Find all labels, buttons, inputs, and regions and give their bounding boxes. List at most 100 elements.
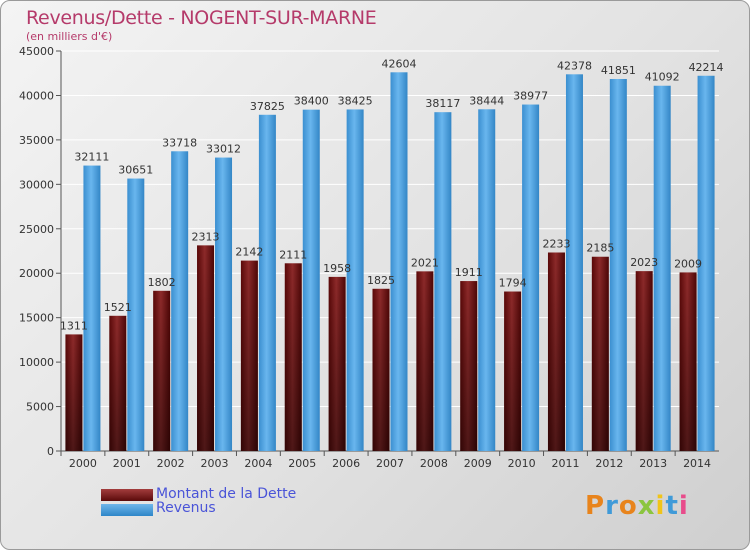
bar-revenus [302, 109, 320, 452]
data-label-dette: 2313 [192, 230, 220, 243]
data-labels: 32111 1311 30651 1521 33718 1802 33012 2313 3782… [60, 57, 724, 332]
bar-dette-shade [372, 288, 390, 451]
data-label-dette: 1825 [367, 274, 395, 287]
data-label-revenus: 37825 [250, 100, 285, 113]
chart-subtitle: (en milliers d'€) [26, 30, 113, 43]
axes: 0 5000 10000 15000 20000 25000 30000 35000 40000… [19, 45, 719, 470]
data-label-revenus: 38400 [294, 95, 329, 108]
bar-revenus [171, 151, 189, 452]
data-label-dette: 1911 [455, 266, 483, 279]
data-label-dette: 2111 [279, 248, 307, 261]
data-label-revenus: 42604 [382, 57, 417, 70]
logo-letter: r [605, 491, 619, 521]
data-label-dette: 1802 [148, 276, 176, 289]
y-tick-label: 25000 [19, 223, 54, 236]
y-tick-label: 5000 [26, 401, 54, 414]
bar-revenus [609, 78, 627, 451]
y-tick-label: 30000 [19, 178, 54, 191]
logo-letter: i [655, 491, 666, 521]
x-tick-label: 2006 [332, 457, 360, 470]
proxiti-logo: Proxiti [585, 491, 689, 521]
data-label-revenus: 42378 [557, 59, 592, 72]
logo-letter: x [637, 491, 656, 521]
legend-label-dette: Montant de la Dette [156, 486, 297, 502]
bar-dette-shade [65, 334, 83, 451]
bar-dette-shade [460, 281, 478, 451]
bar-dette-shade [591, 256, 609, 451]
bar-dette-shade [153, 290, 171, 451]
data-label-dette: 1521 [104, 301, 132, 314]
x-tick-label: 2002 [157, 457, 185, 470]
legend-label-revenus: Revenus [156, 500, 216, 516]
data-label-revenus: 38425 [338, 94, 373, 107]
data-label-dette: 1794 [499, 277, 527, 290]
bars [65, 72, 715, 452]
bar-dette-shade [109, 315, 127, 451]
bar-revenus [390, 72, 408, 451]
bar-dette-shade [547, 252, 565, 451]
x-tick-label: 2012 [595, 457, 623, 470]
data-label-revenus: 41851 [601, 64, 636, 77]
bar-dette-shade [635, 271, 653, 451]
y-tick-label: 45000 [19, 45, 54, 58]
bar-dette-shade [240, 260, 258, 451]
y-tick-label: 0 [47, 445, 54, 458]
bar-dette-shade [328, 276, 346, 451]
x-tick-label: 2007 [376, 457, 404, 470]
data-label-revenus: 32111 [74, 151, 109, 164]
data-label-revenus: 33718 [162, 136, 197, 149]
data-label-revenus: 38444 [469, 94, 504, 107]
bar-dette-shade [679, 272, 697, 451]
data-label-dette: 2233 [542, 237, 570, 250]
y-tick-label: 20000 [19, 267, 54, 280]
x-tick-label: 2014 [683, 457, 711, 470]
legend-swatch-revenus [101, 504, 153, 516]
bar-revenus [522, 104, 540, 451]
bar-revenus [697, 75, 715, 452]
logo-letter: P [585, 491, 606, 521]
bar-dette-shade [504, 291, 522, 451]
bar-revenus [127, 178, 145, 451]
x-tick-label: 2000 [69, 457, 97, 470]
data-label-dette: 2142 [235, 246, 263, 259]
bar-revenus [478, 109, 496, 451]
logo-letter: o [618, 491, 638, 521]
x-tick-label: 2003 [201, 457, 229, 470]
x-tick-label: 2004 [244, 457, 272, 470]
bar-revenus [653, 85, 671, 451]
bar-revenus [434, 112, 452, 451]
grid-lines [61, 50, 719, 452]
y-tick-label: 10000 [19, 356, 54, 369]
y-tick-label: 40000 [19, 89, 54, 102]
data-label-revenus: 30651 [118, 164, 153, 177]
x-tick-label: 2010 [508, 457, 536, 470]
chart-title: Revenus/Dette - NOGENT-SUR-MARNE [26, 7, 377, 29]
data-label-revenus: 38977 [513, 90, 548, 103]
x-tick-label: 2009 [464, 457, 492, 470]
x-tick-label: 2001 [113, 457, 141, 470]
data-label-revenus: 38117 [425, 97, 460, 110]
bar-revenus [346, 109, 364, 451]
x-tick-label: 2008 [420, 457, 448, 470]
data-label-dette: 2023 [630, 256, 658, 269]
data-label-dette: 2021 [411, 256, 439, 269]
logo-letter: t [665, 491, 679, 521]
y-tick-label: 35000 [19, 134, 54, 147]
bar-revenus [83, 165, 101, 451]
data-label-dette: 1311 [60, 319, 88, 332]
bar-dette-shade [284, 263, 302, 451]
data-label-dette: 2185 [586, 242, 614, 255]
x-tick-label: 2011 [551, 457, 579, 470]
x-tick-label: 2013 [639, 457, 667, 470]
data-label-revenus: 42214 [689, 61, 724, 74]
bar-revenus [215, 157, 233, 451]
x-tick-label: 2005 [288, 457, 316, 470]
data-label-dette: 1958 [323, 262, 351, 275]
bar-dette-shade [197, 245, 215, 451]
legend-swatch-dette [101, 489, 153, 501]
data-label-revenus: 41092 [645, 71, 680, 84]
bar-revenus [565, 74, 583, 451]
bar-revenus [258, 114, 276, 452]
